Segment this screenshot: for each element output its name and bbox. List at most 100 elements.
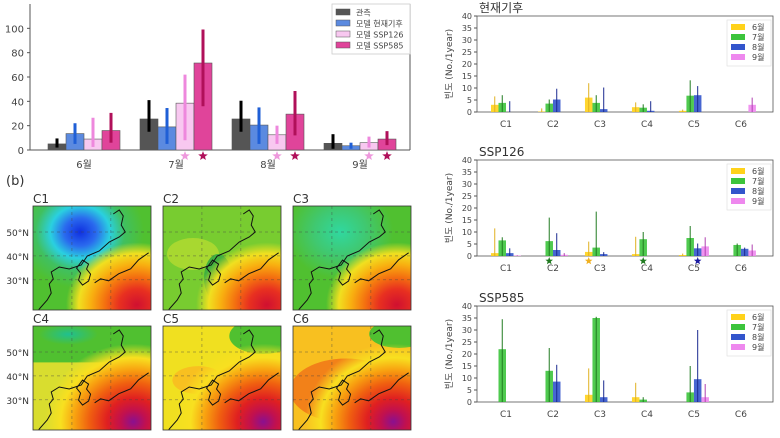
x-tick-label: C5 — [688, 410, 700, 420]
coastline — [298, 329, 386, 430]
y-axis-label: 빈도 (No./1year) — [444, 319, 455, 389]
x-tick-label: C1 — [500, 264, 512, 274]
legend-swatch — [731, 198, 745, 204]
korea-outline — [75, 259, 92, 286]
legend-swatch — [731, 324, 745, 330]
x-tick-label: C3 — [594, 264, 606, 274]
map-field — [33, 326, 151, 430]
y-tick-label: 35 — [462, 168, 472, 177]
panel-ssp585-chart: SSP585 0 5 10 15 20 25 30 35 40 빈도 (No./1year) C1 C2… — [444, 291, 774, 420]
legend-swatch — [335, 41, 351, 49]
legend-label: 7월 — [752, 322, 764, 332]
legend-label: 8월 — [752, 332, 764, 342]
x-tick-label: 8월 — [260, 159, 276, 171]
legend-swatch — [731, 54, 745, 60]
y-tick-label: 10 — [462, 84, 472, 93]
chart-title: 현재기후 — [479, 1, 523, 15]
y-tick-label: 15 — [462, 216, 472, 225]
high-pressure-area — [33, 206, 151, 310]
map-C5: C5 — [162, 312, 282, 431]
coastline — [168, 209, 256, 310]
japan-outline — [354, 252, 409, 284]
chart-title: SSP126 — [479, 145, 524, 159]
high-pressure-area — [293, 326, 411, 430]
y-tick-label: 15 — [462, 72, 472, 81]
y-tick-label: 25 — [462, 48, 472, 57]
coastline — [38, 209, 126, 310]
y-tick-label: 5 — [467, 96, 472, 105]
y-tick-label: 0 — [467, 398, 472, 407]
high-pressure-area — [163, 206, 281, 310]
y-tick-label: 35 — [462, 24, 472, 33]
y-axis-label: 빈도 (No./1year) — [444, 29, 455, 99]
map-field — [33, 206, 151, 310]
x-tick-label: C2 — [547, 264, 559, 274]
y-tick-label: 40 — [462, 156, 472, 165]
significance-star — [584, 257, 593, 265]
map-field — [163, 206, 281, 310]
coastline — [38, 329, 126, 430]
y-tick-label: 0 — [467, 108, 472, 117]
legend-swatch — [731, 24, 745, 30]
x-tick-label: C1 — [500, 410, 512, 420]
y-tick-label: 80 — [11, 49, 24, 60]
x-tick-label: C3 — [594, 120, 606, 130]
map-frame — [292, 205, 412, 311]
legend-swatch — [335, 30, 351, 38]
x-tick-label: C2 — [547, 120, 559, 130]
y-tick-label: 5 — [467, 386, 472, 395]
y-tick-label: 40 — [11, 97, 24, 108]
map-C1: C1 50°N 40°N 30°N — [6, 192, 152, 311]
high-pressure-area — [163, 326, 281, 430]
y-tick-label: 20 — [462, 350, 472, 359]
korea-outline — [335, 259, 352, 286]
legend-swatch — [335, 8, 351, 16]
coastline — [298, 209, 386, 310]
japan-outline — [354, 372, 409, 404]
significance-star — [180, 151, 190, 160]
y-tick-label: 30 — [462, 326, 472, 335]
y-tick-label: 5 — [467, 240, 472, 249]
panel-b-label: (b) — [6, 174, 24, 189]
panel-b-maps: (b) C1 50°N 40°N 30°N C2 C3 C4 50°N 40°N 30°N C5 C6 — [6, 174, 412, 431]
map-title: C1 — [33, 192, 49, 206]
x-tick-label: 6월 — [76, 159, 92, 171]
y-tick-label: 10 — [462, 228, 472, 237]
lat-label: 50°N — [6, 229, 29, 239]
legend-label: 6월 — [752, 166, 764, 176]
map-C6: C6 — [292, 312, 412, 431]
y-tick-label: 10 — [462, 374, 472, 383]
lat-label: 50°N — [6, 349, 29, 359]
map-field — [163, 326, 281, 430]
map-title: C6 — [293, 312, 309, 326]
y-tick-label: 35 — [462, 314, 472, 323]
legend-swatch — [731, 344, 745, 350]
legend-label: 모델 SSP585 — [356, 42, 404, 51]
lat-label: 30°N — [6, 397, 29, 407]
x-tick-label: C5 — [688, 120, 700, 130]
x-tick-label: C6 — [735, 120, 747, 130]
y-tick-label: 30 — [462, 180, 472, 189]
panel-current-climate-chart: 현재기후 0 5 10 15 20 25 30 35 40 빈도 (No./1year) C1 C2 C3… — [444, 1, 774, 130]
y-tick-label: 40 — [462, 302, 472, 311]
legend-label: 8월 — [752, 42, 764, 52]
legend-swatch — [731, 44, 745, 50]
japan-outline — [94, 372, 149, 404]
panel-ssp126-chart: SSP126 0 5 10 15 20 25 30 35 40 빈도 (No./1year) C1 C2… — [444, 145, 774, 274]
korea-outline — [335, 379, 352, 406]
korea-outline — [75, 379, 92, 406]
map-frame — [292, 325, 412, 431]
x-tick-label: C3 — [594, 410, 606, 420]
x-tick-label: 9월 — [352, 159, 368, 171]
map-C3: C3 — [292, 192, 412, 311]
legend-swatch — [731, 178, 745, 184]
y-tick-label: 0 — [18, 146, 24, 157]
y-axis-label: 빈도 (No./1year) — [444, 173, 455, 243]
significance-star — [364, 151, 374, 160]
chart-title: SSP585 — [479, 291, 524, 305]
legend-label: 9월 — [752, 196, 764, 206]
lat-label: 40°N — [6, 373, 29, 383]
significance-star — [639, 257, 647, 265]
